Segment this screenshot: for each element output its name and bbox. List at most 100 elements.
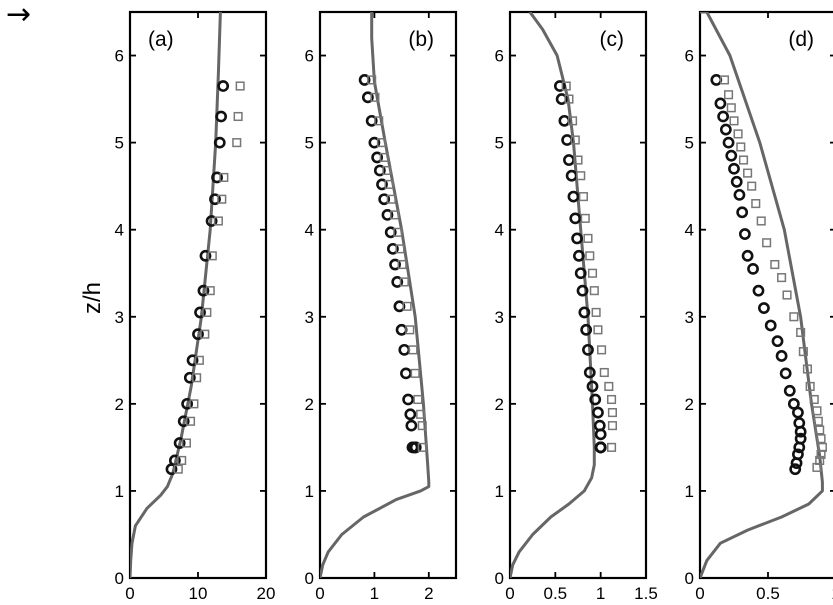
plot-frame [128,10,268,580]
circle-marker [199,249,212,262]
square-marker [219,172,229,182]
circle-marker [376,178,388,191]
data-layer [130,12,245,578]
circle-marker [573,249,585,262]
circle-marker [719,123,732,136]
panel-label: (d) [788,28,814,51]
circle-marker [571,232,583,245]
square-marker [604,381,614,391]
square-marker [370,92,380,102]
square-marker [729,116,739,126]
y-tick-label: 4 [305,221,314,240]
plot-frame [698,10,833,580]
circle-marker [779,367,792,380]
circle-marker [594,428,607,441]
x-tick-label: 1 [596,584,605,603]
x-tick-label: 0 [695,584,704,603]
circle-marker [714,97,727,110]
y-tick-label: 5 [305,134,314,153]
square-marker [606,394,617,405]
square-marker [809,394,819,405]
square-marker [733,129,743,139]
circle-marker [741,249,754,262]
circle-marker [402,393,415,406]
y-axis-label: z/h [79,282,106,314]
data-layer [700,12,827,578]
square-marker [589,286,599,296]
square-marker [607,408,618,418]
y-tick-label: 6 [115,47,124,66]
circle-marker [569,212,582,225]
square-marker [374,116,384,126]
y-tick-label: 3 [685,308,694,327]
circle-marker [578,306,591,319]
square-marker [743,168,753,178]
square-marker [736,142,746,152]
simulation-line [320,12,431,578]
square-marker [205,286,215,296]
circle-marker [398,343,411,356]
circle-marker [783,384,796,397]
circle-marker [574,267,587,280]
panel-label: (b) [408,28,434,51]
square-marker [416,409,426,419]
y-tick-label: 0 [495,569,504,588]
x-tick-label: 0.5 [544,584,568,603]
x-tick-label: 1 [370,584,379,603]
panel-d: 0 1 2 3 4 5 6 0 0.5 1 (d) [685,10,833,603]
square-marker [747,181,757,191]
square-marker [177,455,187,465]
square-marker [399,277,409,287]
square-marker [382,165,392,176]
square-marker [585,251,595,261]
circle-marker [722,136,735,149]
circle-marker [389,258,401,271]
circle-marker [395,323,408,336]
circle-marker [586,380,599,393]
y-tick-label: 2 [115,395,124,414]
circle-marker [558,114,571,127]
y-tick-label: 2 [685,395,694,414]
circle-marker [771,335,784,348]
circle-marker [794,425,807,438]
circle-marker [409,441,422,454]
y-tick-label: 6 [495,47,504,66]
circle-marker [733,188,746,201]
square-marker [173,464,183,474]
y-tick-label: 4 [685,221,694,240]
square-marker [812,462,822,472]
circle-marker [373,164,386,177]
circle-marker [792,406,804,419]
x-tick-label: 20 [257,584,276,603]
circle-marker [594,441,607,454]
square-marker [751,199,761,209]
square-marker [192,373,202,383]
y-tick-label: 4 [495,221,504,240]
square-marker [798,347,808,357]
panel-c: 0 1 2 3 4 5 6 0 0.5 1 1.5 (c) [495,10,658,603]
circle-marker [173,437,186,449]
square-marker [417,421,427,431]
x-tick-label: 0 [315,584,324,603]
square-marker [583,233,593,243]
y-tick-label: 4 [115,221,124,240]
square-marker [408,345,418,355]
square-marker [189,399,199,409]
circle-marker [205,215,218,227]
circle-marker [563,154,575,166]
circle-marker [177,415,190,428]
y-tick-label: 2 [305,395,314,414]
x-tick-label: 1.5 [634,584,658,603]
circle-marker [391,276,404,288]
square-marker [213,216,223,226]
square-marker [587,268,598,278]
circle-marker [553,80,566,92]
flow-direction-arrow-icon: → [6,0,31,32]
x-tick-label: 2 [424,584,433,603]
square-marker [402,301,412,311]
circle-marker [582,343,594,356]
y-tick-label: 3 [305,308,314,327]
plot-frame [318,10,458,580]
circle-marker [764,319,777,332]
square-marker [770,259,780,270]
